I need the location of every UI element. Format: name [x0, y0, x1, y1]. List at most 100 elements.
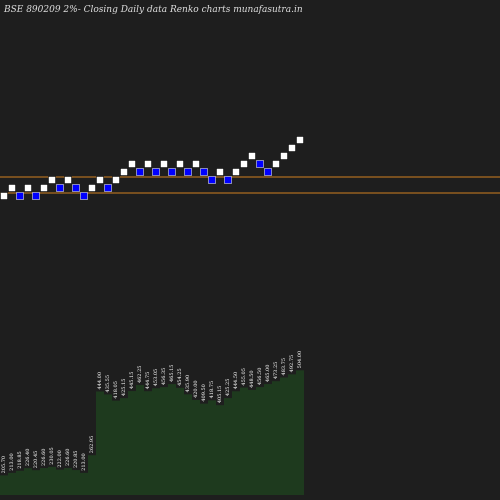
value-label: 435.55 — [105, 375, 111, 393]
value-label: 444.50 — [233, 372, 239, 390]
value-label: 444.00 — [97, 372, 103, 390]
price-bar — [144, 391, 152, 495]
value-label: 425.25 — [225, 379, 231, 397]
renko-brick — [48, 176, 56, 184]
renko-brick — [152, 168, 160, 176]
renko-brick — [168, 168, 176, 176]
price-bar — [80, 472, 88, 495]
renko-brick — [248, 152, 256, 160]
value-label: 453.05 — [153, 369, 159, 387]
price-bar — [192, 399, 200, 495]
value-label: 465.15 — [169, 365, 175, 383]
price-bar — [48, 466, 56, 495]
price-bar — [96, 391, 104, 495]
value-label: 435.90 — [185, 375, 191, 393]
value-label: 405.15 — [217, 386, 223, 404]
chart-title: BSE 890209 2%- Closing Daily data Renko … — [3, 5, 303, 15]
renko-brick — [208, 176, 216, 184]
value-label: 504.00 — [297, 351, 303, 369]
renko-brick — [280, 152, 288, 160]
price-bar — [272, 381, 280, 495]
price-bar — [64, 468, 72, 495]
value-label: 444.75 — [145, 372, 151, 390]
price-bar — [112, 400, 120, 495]
price-bar — [168, 384, 176, 495]
price-bar — [128, 391, 136, 495]
price-bar — [208, 400, 216, 495]
price-bar — [280, 377, 288, 495]
renko-brick — [0, 192, 8, 200]
renko-brick — [144, 160, 152, 168]
price-bar — [0, 475, 8, 495]
price-bar — [200, 403, 208, 495]
value-label: 218.85 — [17, 451, 23, 469]
renko-brick — [40, 184, 48, 192]
renko-brick — [120, 168, 128, 176]
renko-brick — [8, 184, 16, 192]
value-label: 418.05 — [113, 381, 119, 399]
renko-brick — [136, 168, 144, 176]
price-bar — [104, 394, 112, 495]
renko-brick — [256, 160, 264, 168]
renko-brick — [200, 168, 208, 176]
price-bar — [216, 405, 224, 495]
value-label: 456.35 — [161, 368, 167, 386]
price-bar — [256, 387, 264, 495]
value-label: 425.15 — [121, 379, 127, 397]
renko-brick — [240, 160, 248, 168]
renko-brick — [104, 184, 112, 192]
renko-brick — [16, 192, 24, 200]
price-bar — [224, 398, 232, 495]
renko-brick — [216, 168, 224, 176]
renko-brick — [96, 176, 104, 184]
price-bar — [296, 370, 304, 495]
price-bar — [56, 469, 64, 495]
price-bar — [184, 394, 192, 495]
price-bar — [40, 468, 48, 495]
renko-brick — [112, 176, 120, 184]
value-label: 448.50 — [249, 370, 255, 388]
renko-brick — [24, 184, 32, 192]
renko-brick — [272, 160, 280, 168]
renko-brick — [232, 168, 240, 176]
renko-brick — [128, 160, 136, 168]
value-label: 409.50 — [201, 384, 207, 402]
value-label: 226.60 — [41, 449, 47, 467]
value-label: 455.05 — [241, 368, 247, 386]
renko-brick — [64, 176, 72, 184]
renko-brick — [288, 144, 296, 152]
value-label: 213.00 — [9, 453, 15, 471]
price-bar — [8, 472, 16, 495]
renko-brick — [56, 184, 64, 192]
price-bar — [32, 470, 40, 495]
renko-brick — [264, 168, 272, 176]
value-label: 226.40 — [25, 449, 31, 467]
price-bar — [152, 388, 160, 495]
price-bar — [136, 385, 144, 495]
value-label: 213.00 — [81, 453, 87, 471]
renko-brick — [296, 136, 304, 144]
price-bar — [120, 398, 128, 495]
value-label: 220.85 — [73, 451, 79, 469]
value-label: 230.05 — [49, 447, 55, 465]
price-bar — [232, 391, 240, 495]
price-bar — [240, 387, 248, 495]
value-label: 445.15 — [129, 372, 135, 390]
value-label: 492.75 — [289, 355, 295, 373]
price-bar — [264, 384, 272, 495]
value-label: 454.25 — [177, 368, 183, 386]
price-bar — [72, 470, 80, 495]
value-label: 262.95 — [89, 436, 95, 454]
value-label: 473.25 — [273, 362, 279, 380]
value-label: 420.00 — [193, 380, 199, 398]
price-bar — [160, 387, 168, 495]
value-label: 456.50 — [257, 368, 263, 386]
renko-brick — [80, 192, 88, 200]
renko-brick — [72, 184, 80, 192]
renko-brick — [160, 160, 168, 168]
price-bar — [176, 387, 184, 495]
value-label: 465.00 — [265, 365, 271, 383]
renko-brick — [224, 176, 232, 184]
renko-brick — [176, 160, 184, 168]
